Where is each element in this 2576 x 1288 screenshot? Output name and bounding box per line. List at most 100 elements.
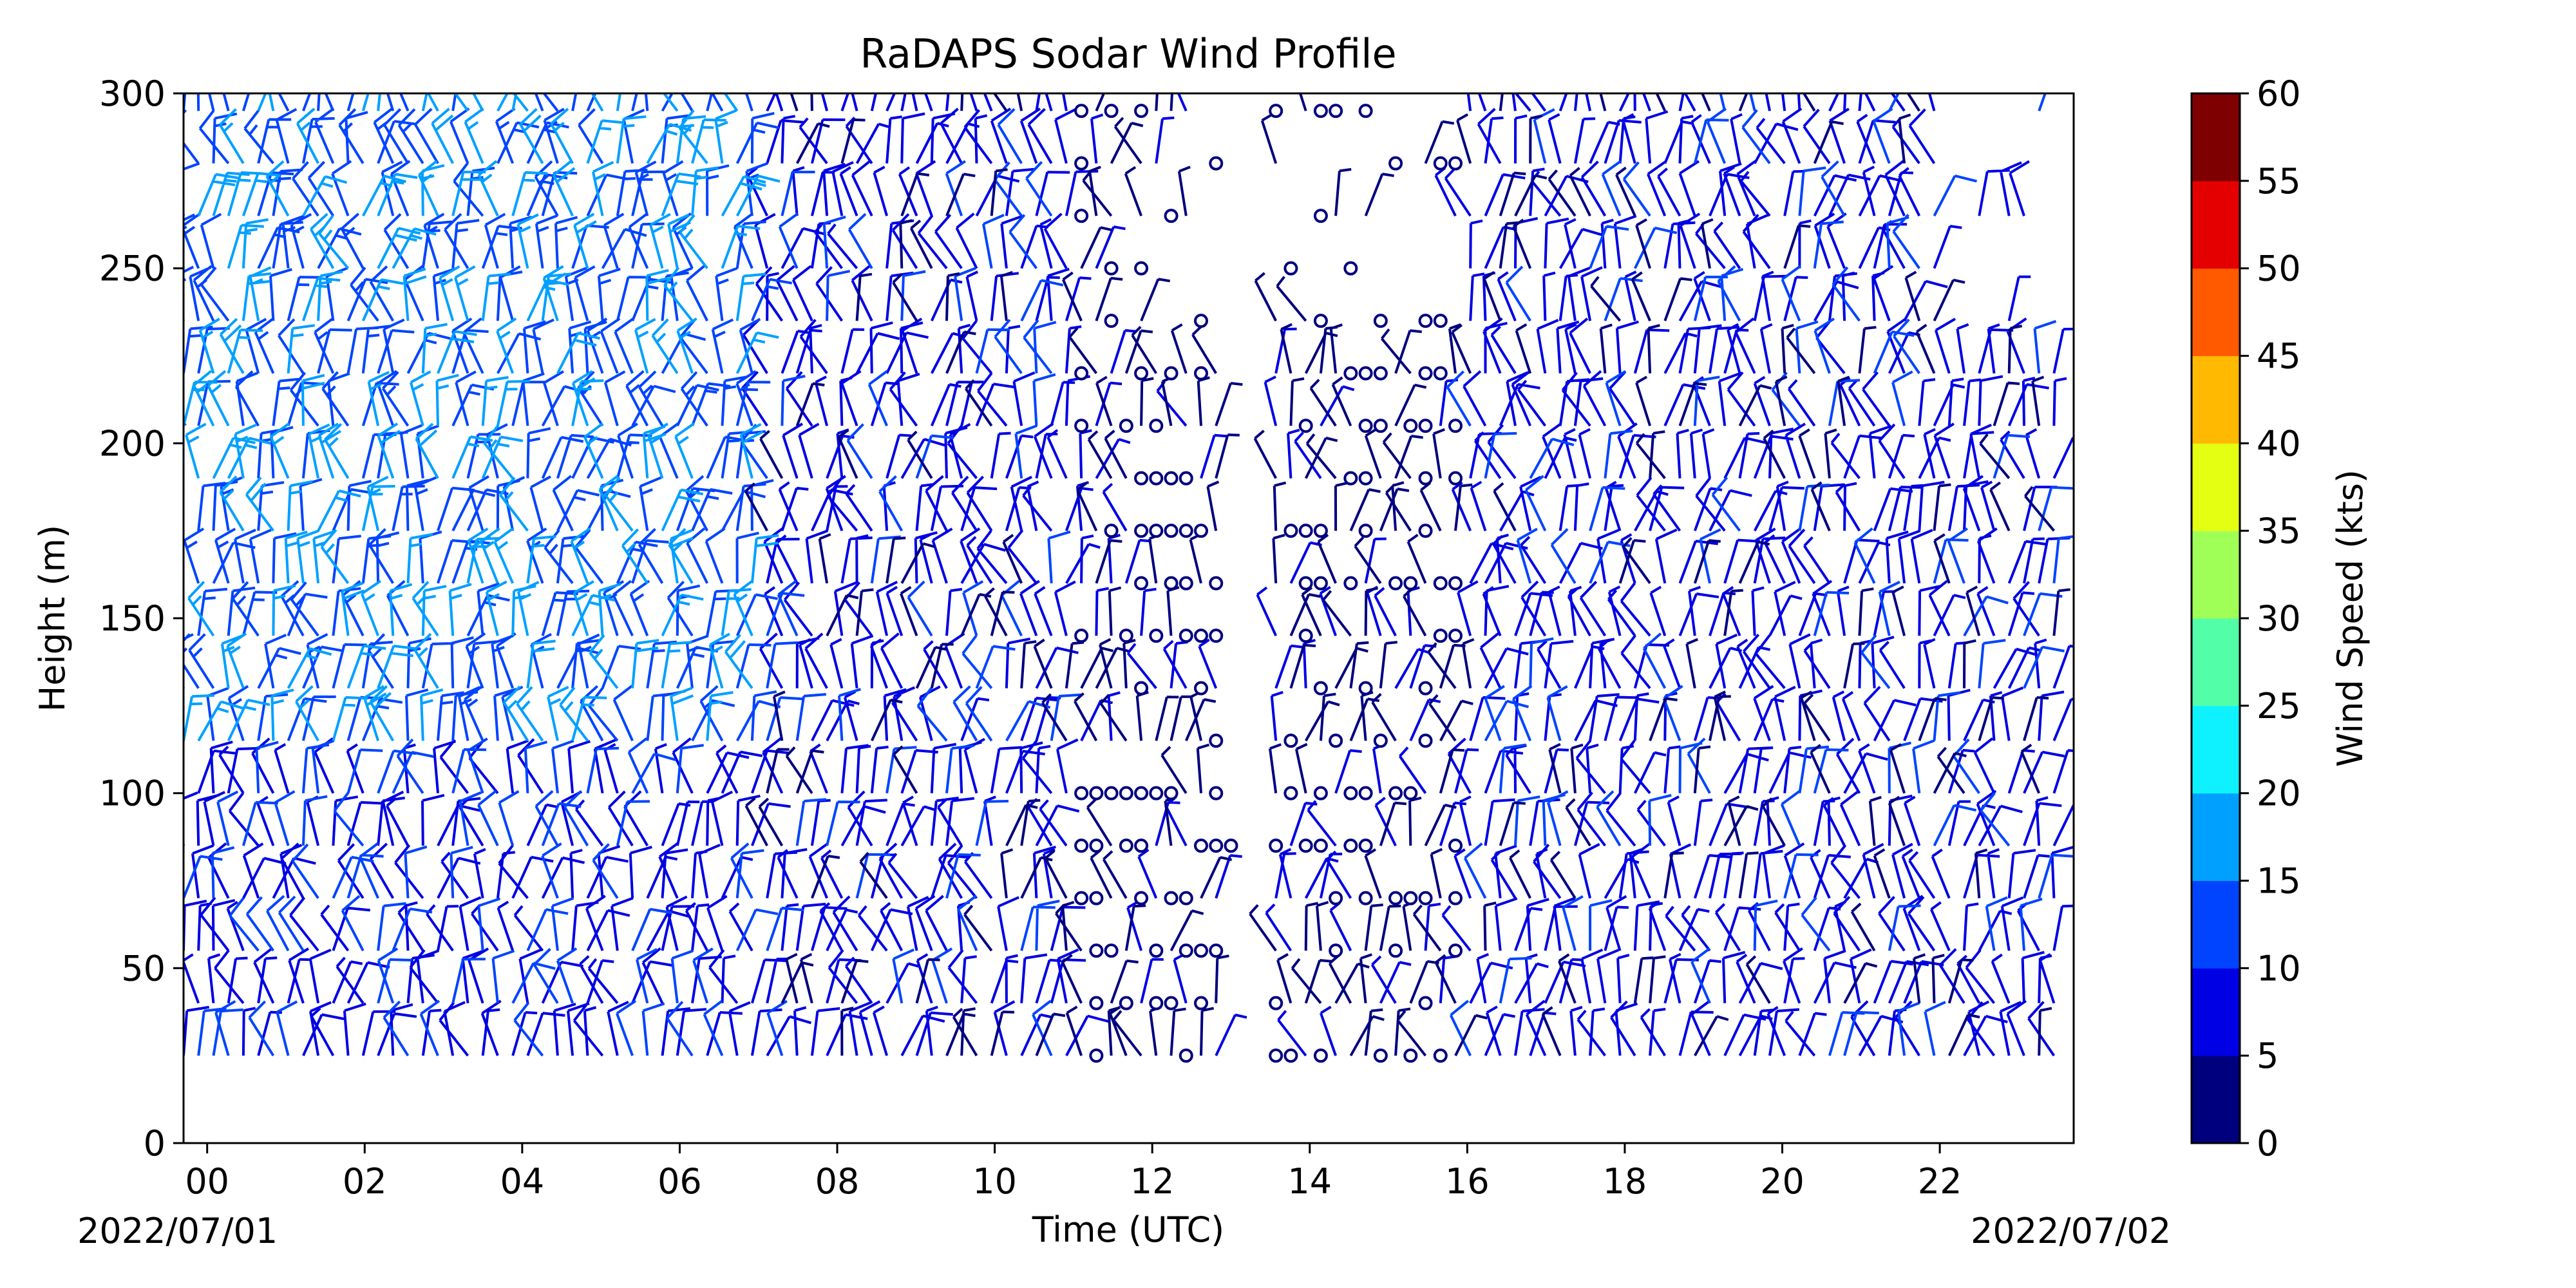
calm-wind-circle <box>1149 419 1164 433</box>
y-tick-label: 150 <box>99 598 166 639</box>
calm-wind-circle <box>1403 891 1418 905</box>
calm-wind-circle <box>1194 943 1209 958</box>
calm-wind-circle <box>1194 629 1209 643</box>
calm-wind-circle <box>1149 629 1164 643</box>
calm-wind-circle <box>1269 1048 1283 1063</box>
calm-wind-circle <box>1149 786 1164 800</box>
calm-wind-circle <box>1448 419 1463 433</box>
calm-wind-circle <box>1209 786 1224 800</box>
calm-wind-circle <box>1433 629 1448 643</box>
calm-wind-circle <box>1074 629 1089 643</box>
calm-wind-circle <box>1313 681 1328 696</box>
calm-wind-circle <box>1134 576 1149 591</box>
colorbar-segment <box>2192 880 2240 969</box>
calm-wind-circle <box>1388 786 1403 800</box>
calm-wind-circle <box>1179 891 1193 905</box>
x-tick-label: 06 <box>658 1161 702 1202</box>
calm-wind-circle <box>1448 838 1463 853</box>
calm-wind-circle <box>1313 524 1328 538</box>
calm-wind-circle <box>1358 104 1373 118</box>
calm-wind-circle <box>1433 1048 1448 1063</box>
calm-wind-circle <box>1164 786 1179 800</box>
colorbar-tick-label: 0 <box>2257 1123 2278 1164</box>
colorbar-tick-label: 35 <box>2257 511 2301 551</box>
calm-wind-circle <box>1433 366 1448 381</box>
calm-wind-circle <box>1134 104 1149 118</box>
wind-barb-group <box>184 93 781 742</box>
calm-wind-circle <box>1418 734 1433 748</box>
calm-wind-circle <box>1119 419 1133 433</box>
calm-wind-circle <box>1134 838 1149 853</box>
calm-wind-circle <box>1448 943 1463 958</box>
calm-wind-circle <box>1209 734 1224 748</box>
x-tick-label: 18 <box>1603 1161 1647 1202</box>
calm-wind-circle <box>1283 786 1298 800</box>
calm-wind-circle <box>1269 838 1283 853</box>
calm-wind-circle <box>1283 261 1298 276</box>
calm-wind-circle <box>1298 838 1313 853</box>
calm-wind-circle <box>1089 1048 1104 1063</box>
calm-wind-circle <box>1403 786 1418 800</box>
colorbar-segment <box>2192 793 2240 881</box>
calm-wind-circle <box>1448 156 1463 171</box>
calm-wind-circle <box>1149 524 1164 538</box>
calm-wind-circle <box>1329 104 1343 118</box>
calm-wind-circle <box>1313 1048 1328 1063</box>
y-tick-label: 250 <box>99 249 166 289</box>
colorbar-tick-label: 40 <box>2257 423 2301 464</box>
calm-wind-circle <box>1194 366 1209 381</box>
calm-wind-circle <box>1089 786 1104 800</box>
calm-wind-circle <box>1074 891 1089 905</box>
x-tick-label: 16 <box>1445 1161 1490 1202</box>
colorbar-tick-label: 55 <box>2257 161 2301 202</box>
calm-wind-circle <box>1433 576 1448 591</box>
calm-wind-circle <box>1074 786 1089 800</box>
calm-wind-circle <box>1149 471 1164 486</box>
x-tick-label: 14 <box>1287 1161 1332 1202</box>
calm-wind-circle <box>1418 471 1433 486</box>
calm-wind-circle <box>1448 891 1463 905</box>
calm-wind-circle <box>1373 734 1388 748</box>
calm-wind-circle <box>1119 838 1133 853</box>
calm-wind-circle <box>1164 576 1179 591</box>
calm-wind-circle <box>1179 629 1193 643</box>
plot-area <box>182 92 2075 1144</box>
calm-wind-circle <box>1373 1048 1388 1063</box>
calm-wind-circle <box>1358 681 1373 696</box>
calm-wind-circle <box>1298 576 1313 591</box>
calm-wind-circle <box>1104 261 1119 276</box>
y-tick-label: 100 <box>99 773 166 814</box>
calm-wind-circle <box>1119 629 1133 643</box>
calm-wind-circle <box>1194 524 1209 538</box>
colorbar-label: Wind Speed (kts) <box>2330 469 2371 767</box>
calm-wind-circle <box>1194 681 1209 696</box>
calm-wind-circle <box>1448 629 1463 643</box>
calm-wind-circle <box>1209 943 1224 958</box>
colorbar-segment <box>2192 180 2240 269</box>
calm-wind-circle <box>1134 524 1149 538</box>
colorbar-tick-label: 25 <box>2257 686 2301 726</box>
calm-wind-circle <box>1104 314 1119 328</box>
date-end-label: 2022/07/02 <box>1971 1211 2171 1251</box>
calm-wind-circle <box>1418 891 1433 905</box>
colorbar-tick-label: 30 <box>2257 598 2301 639</box>
calm-wind-circle <box>1329 734 1343 748</box>
colorbar-segment <box>2192 968 2240 1056</box>
calm-wind-circle <box>1179 524 1193 538</box>
calm-wind-circle <box>1403 1048 1418 1063</box>
calm-wind-circle <box>1418 681 1433 696</box>
colorbar-tick-label: 50 <box>2257 249 2301 289</box>
calm-wind-circle <box>1089 996 1104 1010</box>
calm-wind-circle <box>1388 943 1403 958</box>
calm-wind-circle <box>1388 891 1403 905</box>
calm-wind-circle <box>1313 209 1328 223</box>
calm-wind-circle <box>1134 471 1149 486</box>
y-tick-label: 300 <box>99 73 166 114</box>
calm-wind-circle <box>1074 838 1089 853</box>
calm-wind-circle <box>1104 786 1119 800</box>
x-tick-label: 20 <box>1760 1161 1804 1202</box>
calm-wind-circle <box>1074 419 1089 433</box>
calm-wind-circle <box>1343 576 1358 591</box>
calm-wind-circle <box>1074 156 1089 171</box>
calm-wind-circle <box>1358 891 1373 905</box>
